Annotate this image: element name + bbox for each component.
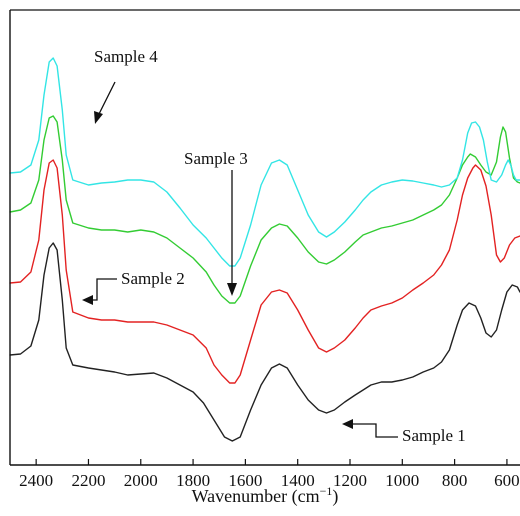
annotation-sample-2-arrow — [82, 278, 117, 305]
x-tick-label-2400: 2400 — [19, 471, 53, 490]
annotation-sample-4-arrow — [94, 81, 116, 124]
series-group — [9, 57, 520, 442]
annotation-sample-4-label: Sample 4 — [94, 47, 158, 66]
series-line-sample-3 — [9, 115, 520, 304]
x-tick-label-800: 800 — [442, 471, 468, 490]
x-tick-label-600: 600 — [494, 471, 520, 490]
series-line-sample-2 — [9, 159, 520, 384]
x-tick-label-1400: 1400 — [281, 471, 315, 490]
x-tick-label-1200: 1200 — [333, 471, 367, 490]
x-tick-label-1600: 1600 — [228, 471, 262, 490]
annotation-sample-3-arrow — [227, 170, 237, 296]
x-tick-label-1800: 1800 — [176, 471, 210, 490]
annotation-sample-1-label: Sample 1 — [402, 426, 466, 445]
x-tick-group: 2400 2200 2000 1800 1600 1400 1200 1000 800 600 — [19, 459, 520, 490]
series-line-sample-4 — [9, 57, 520, 267]
series-line-sample-1 — [9, 242, 520, 442]
x-tick-label-2200: 2200 — [71, 471, 105, 490]
x-tick-label-1000: 1000 — [385, 471, 419, 490]
annotation-sample-3-label: Sample 3 — [184, 149, 248, 168]
x-axis-title: Wavenumber (cm−1) — [192, 484, 339, 507]
annotation-sample-1-arrow — [342, 419, 398, 438]
x-tick-label-2000: 2000 — [124, 471, 158, 490]
annotation-sample-2-label: Sample 2 — [121, 269, 185, 288]
